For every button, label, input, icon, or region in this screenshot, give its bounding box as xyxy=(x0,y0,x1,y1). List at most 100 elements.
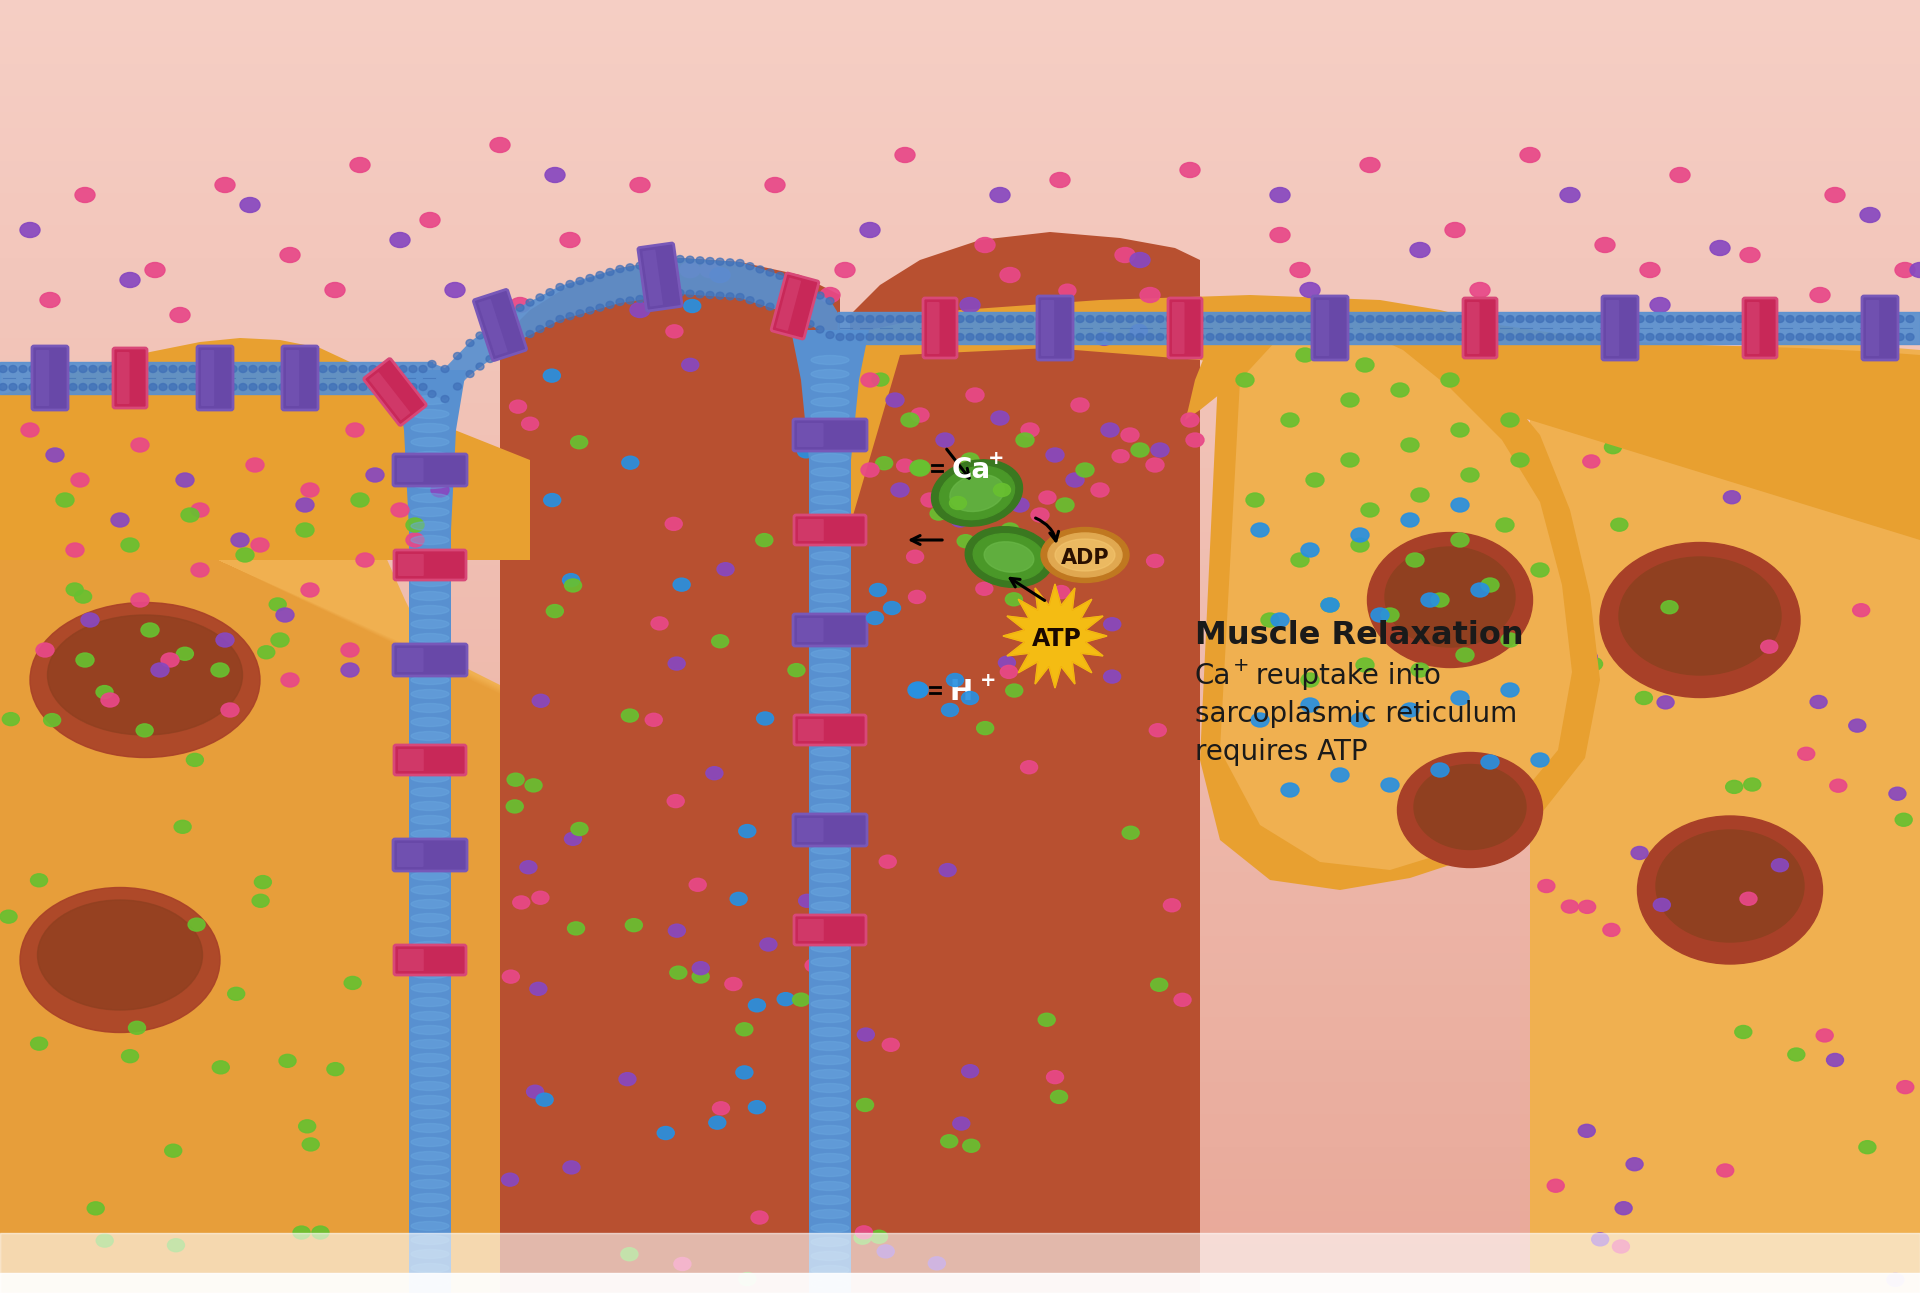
Ellipse shape xyxy=(1046,447,1064,462)
Ellipse shape xyxy=(65,543,84,557)
Ellipse shape xyxy=(1811,696,1828,709)
Ellipse shape xyxy=(1380,778,1400,793)
Ellipse shape xyxy=(1619,557,1782,675)
Ellipse shape xyxy=(937,315,945,322)
Ellipse shape xyxy=(929,1257,945,1270)
Ellipse shape xyxy=(1745,315,1755,322)
Ellipse shape xyxy=(1613,1240,1630,1253)
Ellipse shape xyxy=(228,366,236,372)
Ellipse shape xyxy=(1252,712,1269,727)
Ellipse shape xyxy=(962,453,979,467)
Ellipse shape xyxy=(44,714,61,727)
Ellipse shape xyxy=(1617,315,1624,322)
Ellipse shape xyxy=(1146,458,1164,472)
Ellipse shape xyxy=(749,998,766,1012)
Ellipse shape xyxy=(1025,315,1035,322)
Ellipse shape xyxy=(131,438,150,453)
Ellipse shape xyxy=(975,315,983,322)
Ellipse shape xyxy=(810,608,849,617)
Ellipse shape xyxy=(885,393,904,407)
FancyBboxPatch shape xyxy=(397,648,424,672)
Polygon shape xyxy=(1185,310,1248,420)
Ellipse shape xyxy=(847,315,854,322)
Ellipse shape xyxy=(1740,247,1761,262)
Ellipse shape xyxy=(858,1028,874,1041)
Ellipse shape xyxy=(1826,334,1834,340)
Ellipse shape xyxy=(359,384,367,390)
Ellipse shape xyxy=(810,1280,849,1289)
Ellipse shape xyxy=(1910,262,1920,278)
Ellipse shape xyxy=(630,303,651,318)
Ellipse shape xyxy=(526,331,534,337)
Ellipse shape xyxy=(916,334,924,340)
Ellipse shape xyxy=(209,366,217,372)
Ellipse shape xyxy=(138,384,148,390)
Ellipse shape xyxy=(776,273,783,279)
Ellipse shape xyxy=(1826,315,1834,322)
Ellipse shape xyxy=(411,1081,449,1090)
Ellipse shape xyxy=(1187,334,1194,340)
Ellipse shape xyxy=(570,822,588,835)
Ellipse shape xyxy=(276,608,294,622)
Ellipse shape xyxy=(230,533,250,547)
FancyBboxPatch shape xyxy=(397,458,424,482)
Ellipse shape xyxy=(879,855,897,868)
Ellipse shape xyxy=(467,371,474,378)
Ellipse shape xyxy=(50,384,58,390)
Ellipse shape xyxy=(1050,172,1069,187)
Ellipse shape xyxy=(48,615,242,734)
Ellipse shape xyxy=(1446,315,1453,322)
Polygon shape xyxy=(0,490,511,1293)
Ellipse shape xyxy=(785,275,795,282)
Ellipse shape xyxy=(228,988,244,1001)
Ellipse shape xyxy=(739,1272,756,1285)
Ellipse shape xyxy=(301,583,319,597)
Ellipse shape xyxy=(75,590,92,603)
Ellipse shape xyxy=(1455,334,1463,340)
Text: +: + xyxy=(1233,656,1250,675)
Ellipse shape xyxy=(100,384,108,390)
Ellipse shape xyxy=(1340,453,1359,467)
Ellipse shape xyxy=(749,1100,766,1113)
FancyBboxPatch shape xyxy=(394,454,467,486)
Ellipse shape xyxy=(1555,334,1565,340)
Ellipse shape xyxy=(576,278,584,284)
Ellipse shape xyxy=(1816,1029,1834,1042)
Ellipse shape xyxy=(1716,334,1724,340)
FancyBboxPatch shape xyxy=(397,949,424,971)
Ellipse shape xyxy=(1711,240,1730,256)
Ellipse shape xyxy=(1356,658,1375,672)
Ellipse shape xyxy=(1486,334,1494,340)
FancyBboxPatch shape xyxy=(1041,300,1054,356)
Text: sarcoplasmic reticulum: sarcoplasmic reticulum xyxy=(1194,700,1517,728)
Text: Ca: Ca xyxy=(952,456,991,484)
Ellipse shape xyxy=(86,1201,104,1215)
Ellipse shape xyxy=(856,334,864,340)
Ellipse shape xyxy=(564,579,582,592)
Ellipse shape xyxy=(804,959,822,972)
Ellipse shape xyxy=(1578,1125,1596,1138)
Ellipse shape xyxy=(586,274,593,282)
FancyBboxPatch shape xyxy=(1862,296,1899,359)
Ellipse shape xyxy=(810,384,849,393)
Ellipse shape xyxy=(622,456,639,469)
Ellipse shape xyxy=(906,334,914,340)
Ellipse shape xyxy=(1480,578,1500,592)
Ellipse shape xyxy=(188,366,198,372)
Ellipse shape xyxy=(1496,334,1503,340)
Ellipse shape xyxy=(1836,315,1843,322)
Ellipse shape xyxy=(693,962,708,975)
Ellipse shape xyxy=(929,507,947,520)
Ellipse shape xyxy=(810,971,849,980)
Ellipse shape xyxy=(1496,518,1515,531)
Ellipse shape xyxy=(88,384,98,390)
Ellipse shape xyxy=(200,366,207,372)
Ellipse shape xyxy=(1695,315,1705,322)
Ellipse shape xyxy=(490,137,511,153)
Ellipse shape xyxy=(810,663,849,672)
Polygon shape xyxy=(0,490,518,1293)
Ellipse shape xyxy=(1776,315,1784,322)
Ellipse shape xyxy=(1452,498,1469,512)
Ellipse shape xyxy=(1726,334,1734,340)
Ellipse shape xyxy=(1000,522,1020,537)
